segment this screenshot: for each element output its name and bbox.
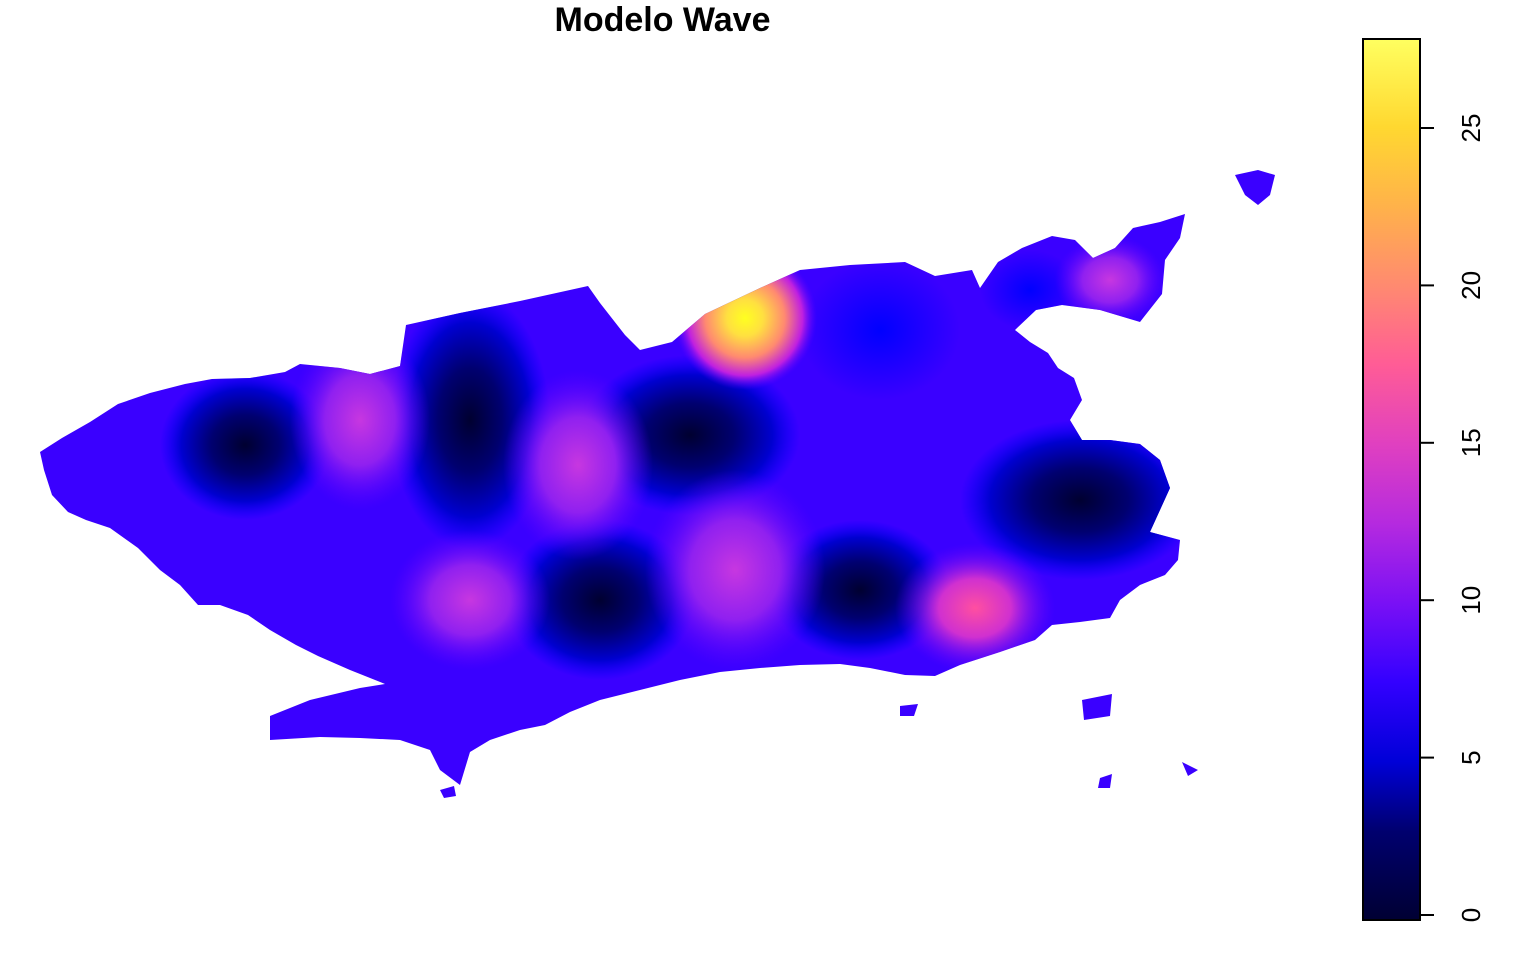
surface-region bbox=[390, 530, 550, 670]
surface-region bbox=[160, 370, 330, 520]
surface-region bbox=[645, 470, 825, 670]
colorbar-tick-label: 20 bbox=[1456, 271, 1486, 300]
plot-title: Modelo Wave bbox=[554, 1, 771, 39]
colorbar-tick-label: 5 bbox=[1456, 750, 1486, 764]
surface-region bbox=[800, 260, 960, 400]
surface-region bbox=[1055, 235, 1165, 325]
surface-region bbox=[960, 420, 1200, 580]
colorbar-tick-label: 0 bbox=[1456, 908, 1486, 922]
surface-region bbox=[895, 543, 1055, 673]
surface-region bbox=[290, 330, 430, 510]
colorbar-tick-label: 10 bbox=[1456, 586, 1486, 615]
colorbar bbox=[1362, 38, 1421, 921]
colorbar-ticks: 0 5 10 15 20 25 bbox=[1420, 114, 1486, 922]
colorbar-tick-label: 25 bbox=[1456, 114, 1486, 143]
colorbar-tick-label: 15 bbox=[1456, 428, 1486, 457]
surface-region bbox=[503, 370, 653, 560]
